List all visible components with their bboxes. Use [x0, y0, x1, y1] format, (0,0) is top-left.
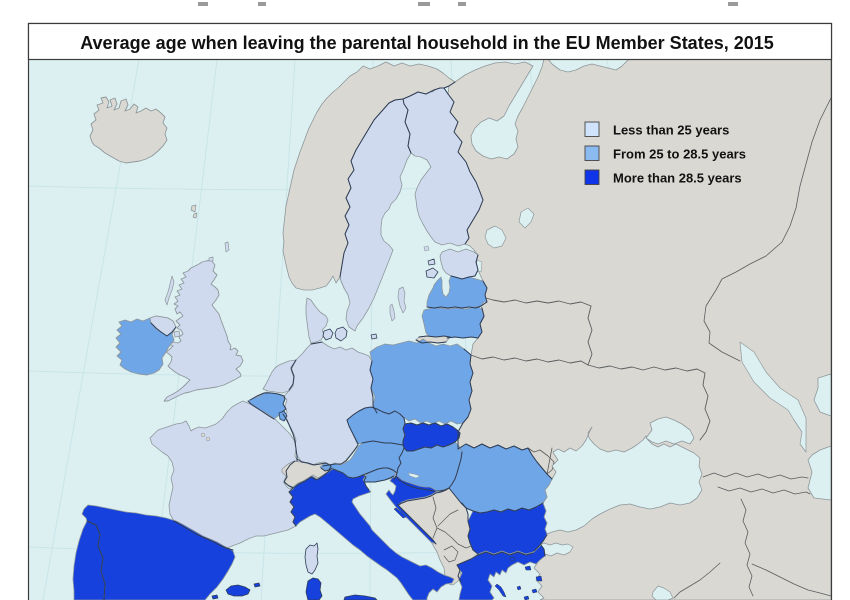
svg-text:Average age when leaving the p: Average age when leaving the parental ho…: [80, 33, 774, 53]
svg-text:From 25 to 28.5 years: From 25 to 28.5 years: [613, 147, 746, 162]
svg-text:More than 28.5 years: More than 28.5 years: [613, 171, 742, 186]
svg-text:Less than 25 years: Less than 25 years: [613, 123, 729, 138]
